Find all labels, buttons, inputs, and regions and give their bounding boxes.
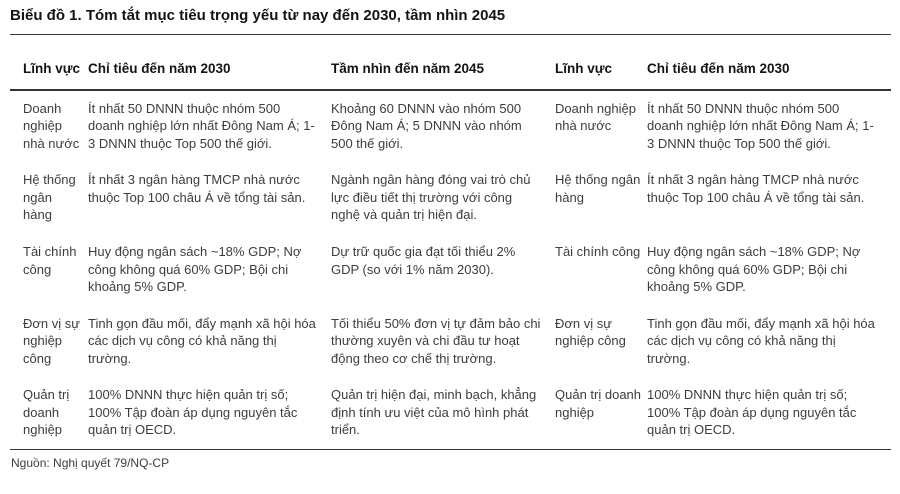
row-banking-system: Hệ thống ngân hàng Ít nhất 3 ngân hàng T… (10, 162, 891, 234)
cell-vision-2045: Quản trị hiện đại, minh bạch, khẳng định… (331, 377, 555, 450)
cell-sector: Quản trị doanh nghiệp (10, 377, 88, 450)
cell-sector: Tài chính công (23, 244, 77, 277)
cell-target-2030: Huy động ngân sách ~18% GDP; Nợ công khô… (88, 244, 302, 295)
cell-sector-2: Hệ thống ngân hàng (555, 172, 641, 205)
cell-vision-2045: Tối thiểu 50% đơn vị tự đảm bảo chi thườ… (331, 315, 541, 366)
column-header-target-2030: Chỉ tiêu đến năm 2030 (88, 34, 331, 91)
column-header-target-2030-2: Chỉ tiêu đến năm 2030 (647, 34, 891, 91)
cell-sector: Hệ thống ngân hàng (23, 172, 76, 223)
row-state-owned-enterprises: Doanh nghiệp nhà nước Ít nhất 50 DNNN th… (10, 90, 891, 163)
cell-sector-2: Tài chính công (555, 244, 641, 260)
cell-sector: Đơn vị sự nghiệp công (23, 315, 80, 366)
cell-sector-2: Đơn vị sự nghiệp công (555, 315, 626, 349)
figure-container: Biểu đồ 1. Tóm tắt mục tiêu trọng yếu từ… (10, 7, 891, 470)
cell-vision-2045: Ngành ngân hàng đóng vai trò chủ lực điề… (331, 172, 531, 223)
column-header-vision-2045: Tầm nhìn đến năm 2045 (331, 34, 555, 91)
targets-table: Lĩnh vực Chỉ tiêu đến năm 2030 Tầm nhìn … (10, 34, 891, 450)
row-public-finance: Tài chính công Huy động ngân sách ~18% G… (10, 234, 891, 306)
cell-sector-2: Doanh nghiệp nhà nước (555, 100, 636, 134)
cell-target-2030-2: Tinh gọn đầu mối, đẩy mạnh xã hội hóa cá… (647, 315, 875, 366)
header-row: Lĩnh vực Chỉ tiêu đến năm 2030 Tầm nhìn … (10, 34, 891, 91)
cell-target-2030: Ít nhất 3 ngân hàng TMCP nhà nước thuộc … (88, 172, 306, 205)
row-corporate-governance: Quản trị doanh nghiệp 100% DNNN thực hiệ… (10, 377, 891, 450)
cell-vision-2045: Khoảng 60 DNNN vào nhóm 500 Đông Nam Á; … (331, 100, 522, 151)
table-body: Doanh nghiệp nhà nước Ít nhất 50 DNNN th… (10, 90, 891, 450)
column-header-sector-2: Lĩnh vực (555, 34, 647, 91)
cell-target-2030: Tinh gọn đầu mối, đẩy mạnh xã hội hóa cá… (88, 315, 316, 366)
cell-target-2030: 100% DNNN thực hiện quản trị số; 100% Tậ… (88, 377, 331, 450)
cell-target-2030-2: Huy động ngân sách ~18% GDP; Nợ công khô… (647, 244, 861, 295)
cell-target-2030-2: 100% DNNN thực hiện quản trị số; 100% Tậ… (647, 377, 891, 450)
page-title: Biểu đồ 1. Tóm tắt mục tiêu trọng yếu từ… (10, 7, 506, 24)
cell-vision-2045: Dự trữ quốc gia đạt tối thiểu 2% GDP (so… (331, 244, 516, 277)
cell-target-2030-2: Ít nhất 50 DNNN thuộc nhóm 500 doanh ngh… (647, 100, 874, 151)
table-header: Lĩnh vực Chỉ tiêu đến năm 2030 Tầm nhìn … (10, 34, 891, 91)
source-note: Nguồn: Nghị quyết 79/NQ-CP (11, 455, 170, 470)
row-public-service-units: Đơn vị sự nghiệp công Tinh gọn đầu mối, … (10, 306, 891, 378)
cell-sector-2: Quản trị doanh nghiệp (555, 377, 647, 450)
title-divider (10, 33, 891, 35)
cell-sector: Doanh nghiệp nhà nước (23, 100, 80, 151)
cell-target-2030-2: Ít nhất 3 ngân hàng TMCP nhà nước thuộc … (647, 172, 865, 205)
cell-target-2030: Ít nhất 50 DNNN thuộc nhóm 500 doanh ngh… (88, 100, 315, 151)
column-header-sector: Lĩnh vực (10, 34, 88, 91)
